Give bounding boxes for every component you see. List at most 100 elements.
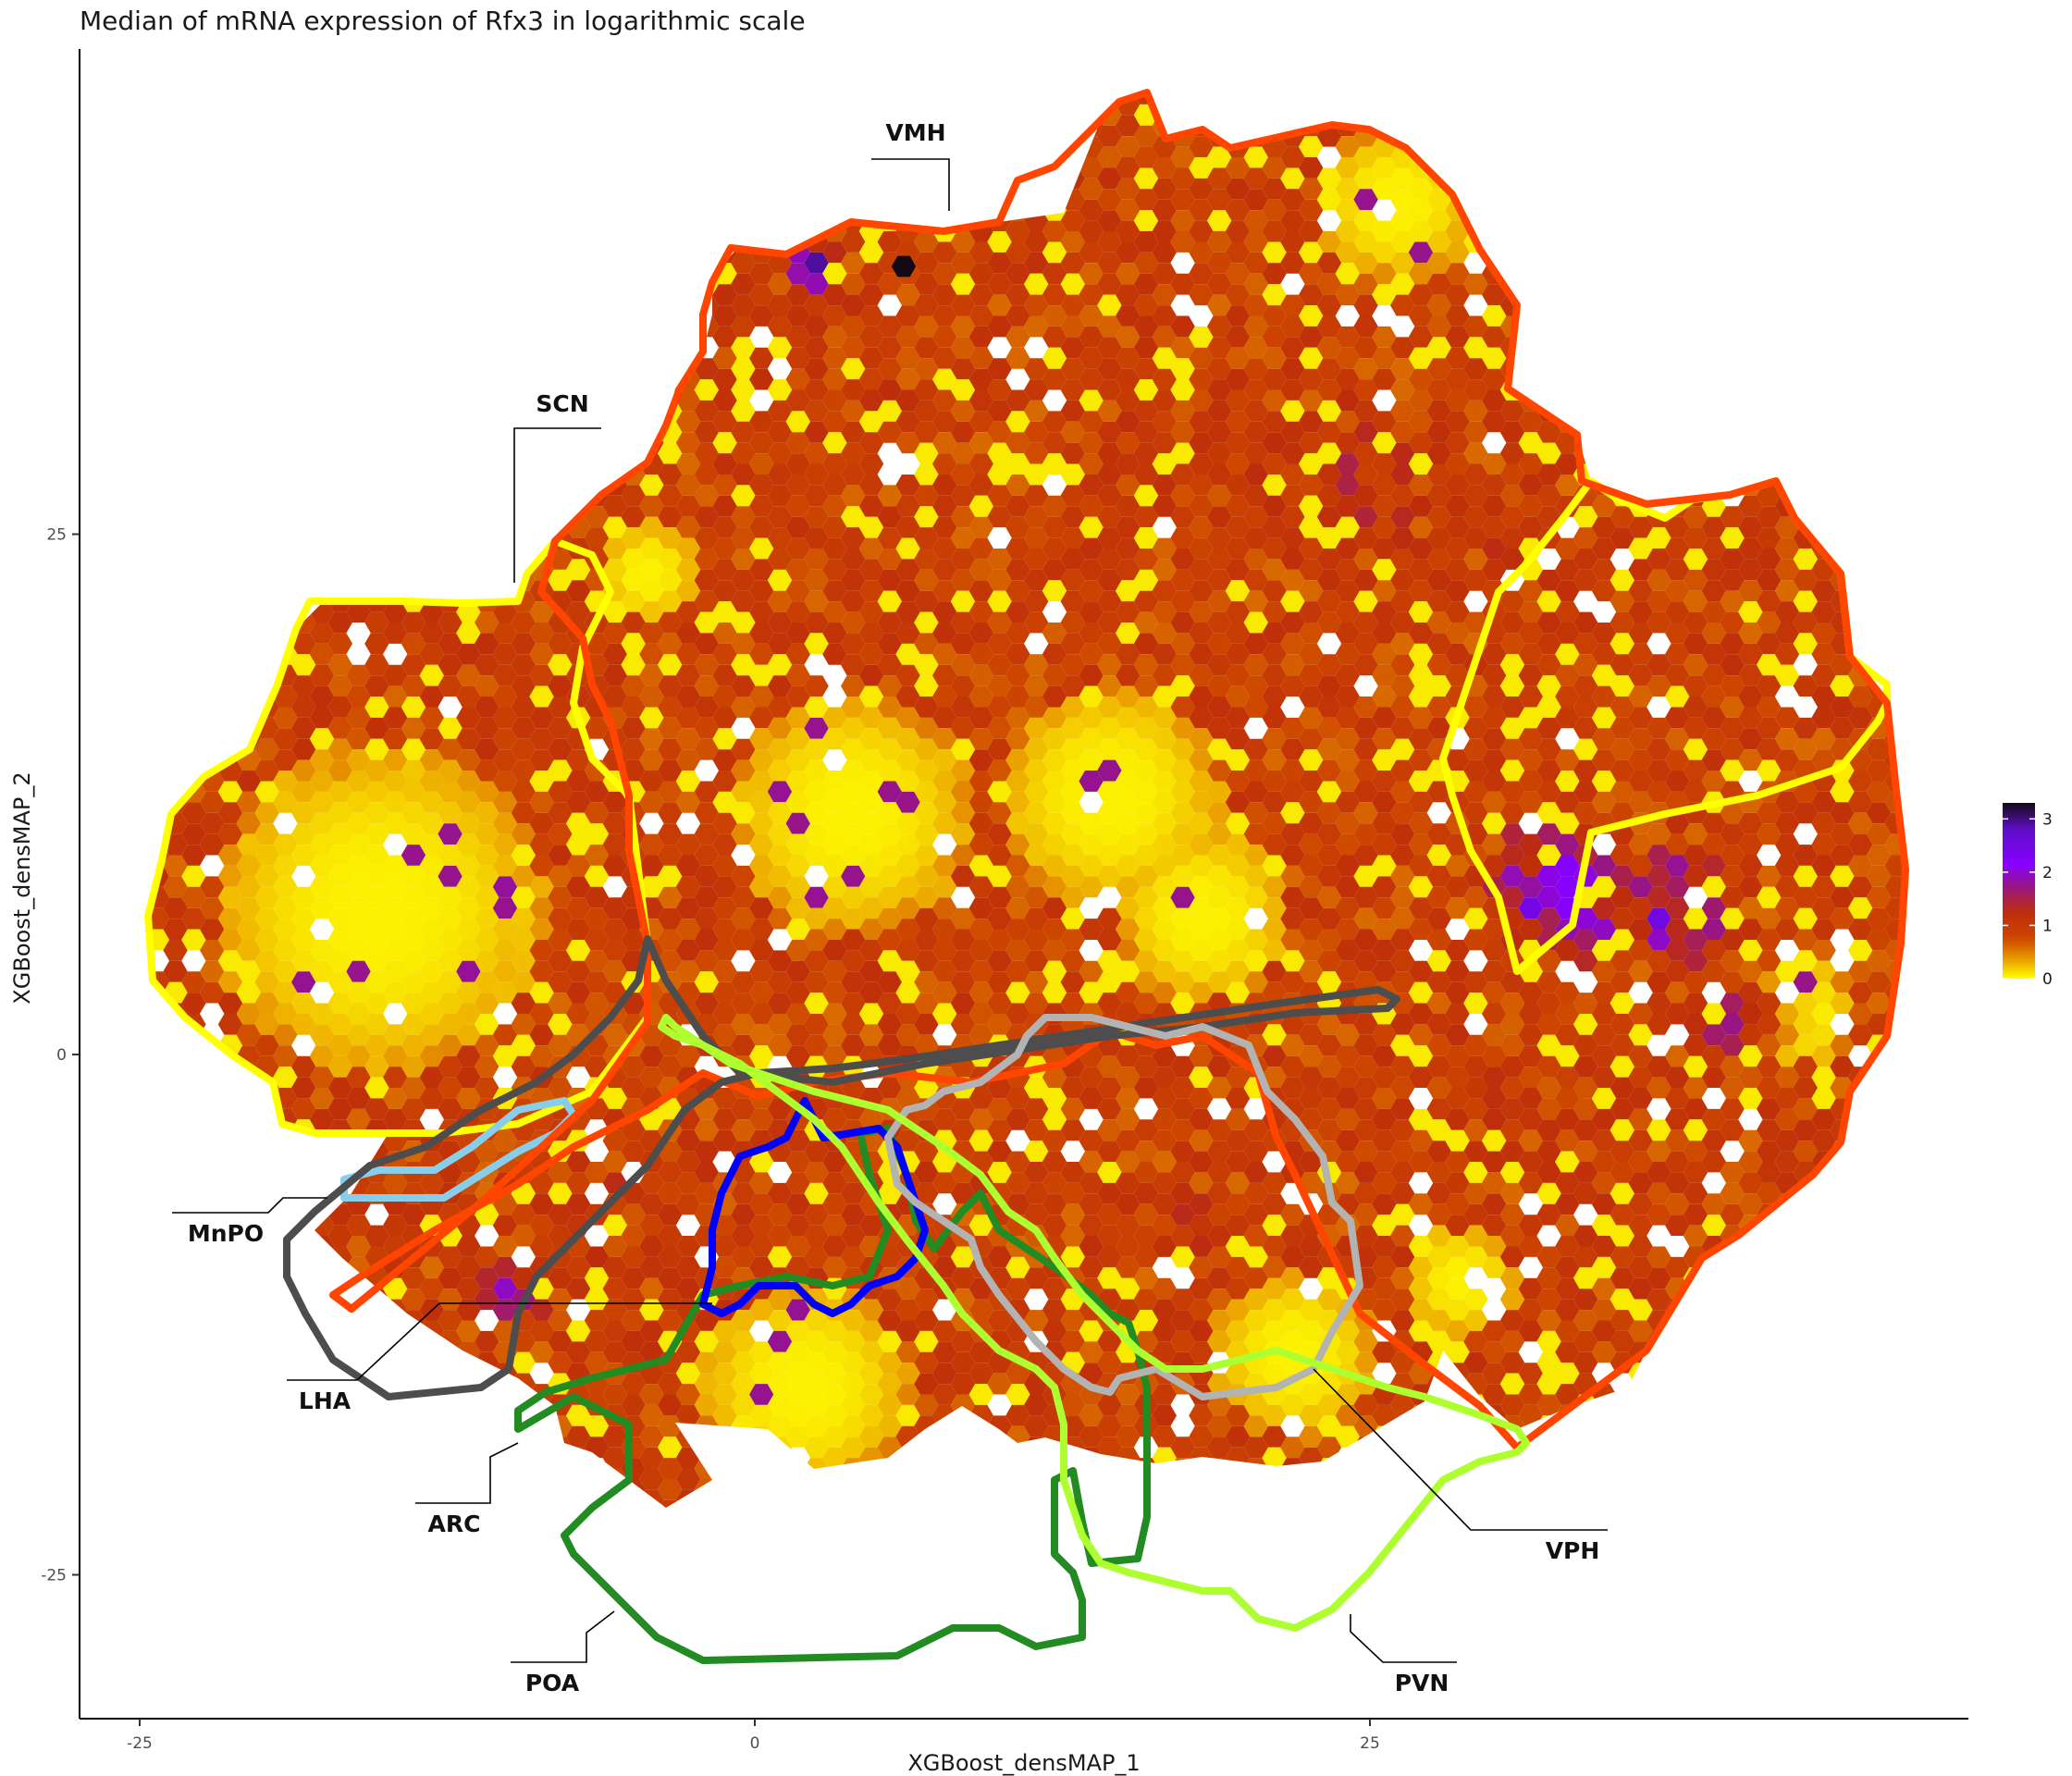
hex-bin xyxy=(804,125,829,147)
hex-bin xyxy=(548,315,573,338)
hex-bin xyxy=(364,125,389,147)
hex-bin xyxy=(511,1034,536,1056)
hex-bin xyxy=(858,623,884,644)
hex-bin xyxy=(932,1341,957,1363)
hex-bin xyxy=(309,855,335,877)
hex-bin xyxy=(475,294,500,316)
hex-bin xyxy=(401,1437,426,1459)
hex-bin xyxy=(456,812,481,834)
hex-bin xyxy=(327,146,352,168)
hex-bin xyxy=(767,654,793,676)
hex-bin xyxy=(346,1003,371,1025)
hex-bin xyxy=(401,929,426,951)
hex-bin xyxy=(364,273,389,295)
hex-bin xyxy=(694,358,719,380)
hex-bin xyxy=(511,294,536,316)
hex-bin xyxy=(1316,92,1342,105)
hex-bin xyxy=(217,865,243,887)
hex-bin xyxy=(639,1299,664,1321)
hex-bin xyxy=(200,1363,225,1385)
hex-bin xyxy=(456,1088,481,1109)
hex-bin xyxy=(675,284,701,306)
hex-bin xyxy=(511,1203,536,1226)
hex-bin xyxy=(712,559,737,581)
hex-bin xyxy=(895,1468,920,1490)
hex-bin xyxy=(254,337,279,359)
hex-bin xyxy=(1463,1479,1488,1500)
hex-bin xyxy=(566,453,591,475)
hex-bin xyxy=(419,1024,444,1046)
hex-bin xyxy=(291,781,316,803)
hex-bin xyxy=(383,241,408,264)
hex-bin xyxy=(785,1489,810,1508)
hex-bin xyxy=(419,411,444,433)
hex-bin xyxy=(675,643,701,665)
hex-bin xyxy=(566,919,591,940)
hex-bin xyxy=(602,1151,627,1173)
hex-bin xyxy=(291,421,316,443)
hex-bin xyxy=(181,1351,206,1374)
hex-bin xyxy=(749,136,774,157)
hex-bin xyxy=(217,611,243,634)
hex-bin xyxy=(749,919,774,940)
hex-bin xyxy=(475,379,500,401)
hex-bin xyxy=(419,92,444,94)
hex-bin xyxy=(148,347,152,369)
hex-bin xyxy=(658,738,683,760)
hex-bin xyxy=(1005,92,1030,94)
hex-bin xyxy=(236,93,261,116)
hex-bin xyxy=(475,759,500,782)
hex-bin xyxy=(914,485,939,507)
hex-bin xyxy=(148,1014,169,1035)
hex-bin xyxy=(419,897,444,919)
hex-bin xyxy=(327,950,352,972)
hex-bin xyxy=(1097,1479,1122,1500)
hex-bin xyxy=(767,273,793,295)
hex-bin xyxy=(841,1203,866,1226)
hex-bin xyxy=(511,1437,536,1459)
hex-bin xyxy=(950,189,976,211)
hex-bin xyxy=(602,623,627,644)
hex-bin xyxy=(602,305,627,327)
hex-bin xyxy=(236,136,261,157)
hex-bin xyxy=(895,411,920,433)
hex-bin xyxy=(456,855,481,877)
hex-bin xyxy=(877,1499,902,1508)
hex-bin xyxy=(236,940,261,961)
hex-bin xyxy=(675,1151,701,1173)
hex-bin xyxy=(749,178,774,200)
hex-bin xyxy=(456,411,481,433)
hex-bin xyxy=(639,664,664,686)
hex-bin xyxy=(914,993,939,1014)
hex-bin xyxy=(511,907,536,930)
hex-bin xyxy=(895,855,920,877)
hex-bin xyxy=(200,919,225,940)
hex-bin xyxy=(712,1256,737,1278)
hex-bin xyxy=(658,1225,683,1247)
hex-bin xyxy=(987,907,1012,930)
hex-bin xyxy=(584,231,610,253)
hex-bin xyxy=(639,1404,664,1426)
hex-bin xyxy=(148,759,169,782)
hex-bin xyxy=(438,146,462,168)
hex-bin xyxy=(621,315,646,338)
hex-bin xyxy=(181,210,206,231)
hex-bin xyxy=(658,845,683,866)
hex-bin xyxy=(749,580,774,602)
hex-bin xyxy=(712,389,737,412)
hex-bin xyxy=(236,1468,261,1490)
hex-bin xyxy=(492,326,518,348)
hex-bin xyxy=(895,305,920,327)
hex-bin xyxy=(566,559,591,581)
hex-bin xyxy=(602,1256,627,1278)
hex-bin xyxy=(639,495,664,517)
hex-bin xyxy=(584,167,610,190)
hex-bin xyxy=(914,92,939,105)
hex-bin xyxy=(200,812,225,834)
hex-bin xyxy=(841,654,866,676)
hex-bin xyxy=(511,845,536,866)
hex-bin xyxy=(291,358,316,380)
hex-bin xyxy=(675,1172,701,1194)
hex-bin xyxy=(548,823,573,845)
hex-bin xyxy=(841,358,866,380)
